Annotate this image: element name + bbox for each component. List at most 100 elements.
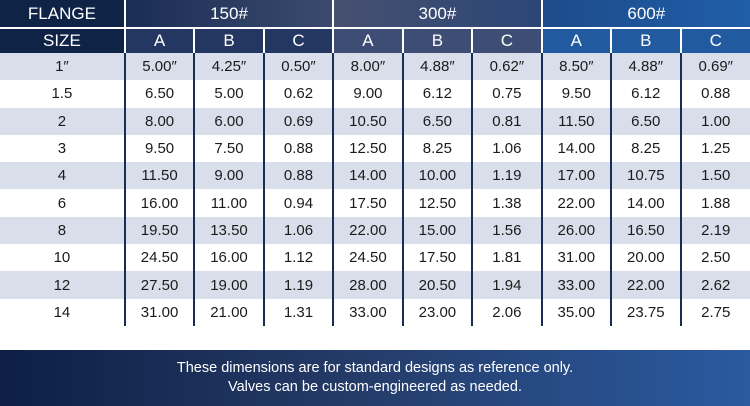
dim-b-cell: 21.00 bbox=[193, 298, 264, 326]
dim-a-cell: 8.50″ bbox=[540, 53, 612, 81]
table-row: 1.5 6.50 5.00 0.62 9.00 6.12 0.75 9.50 6.12 0.88 bbox=[0, 80, 750, 108]
dim-b-cell: 7.50 bbox=[193, 134, 264, 163]
dim-c-header: C bbox=[471, 27, 542, 53]
dim-b-cell: 6.12 bbox=[401, 80, 473, 108]
dim-c-cell: 0.88 bbox=[262, 162, 334, 190]
dim-a-cell: 24.50 bbox=[123, 244, 195, 272]
dim-a-cell: 9.50 bbox=[540, 80, 612, 108]
size-header: SIZE bbox=[0, 27, 125, 53]
dim-b-cell: 10.00 bbox=[401, 162, 473, 190]
dim-b-cell: 13.50 bbox=[193, 216, 264, 245]
table-row: 14 31.00 21.00 1.31 33.00 23.00 2.06 35.00 23.75… bbox=[0, 298, 750, 326]
dim-a-cell: 33.00 bbox=[332, 298, 403, 326]
dim-a-cell: 9.50 bbox=[123, 134, 195, 163]
dim-b-cell: 19.00 bbox=[193, 271, 264, 299]
dim-c-cell: 1.94 bbox=[471, 271, 542, 299]
dim-b-cell: 6.12 bbox=[610, 80, 681, 108]
table-row: 3 9.50 7.50 0.88 12.50 8.25 1.06 14.00 8.25 1.25 bbox=[0, 134, 750, 163]
dim-a-cell: 14.00 bbox=[332, 162, 403, 190]
dim-a-cell: 27.50 bbox=[123, 271, 195, 299]
size-cell: 1.5 bbox=[0, 80, 125, 108]
dim-c-cell: 2.75 bbox=[679, 298, 750, 326]
dim-a-cell: 11.50 bbox=[123, 162, 195, 190]
dim-a-cell: 11.50 bbox=[540, 107, 612, 135]
table-body: 1″ 5.00″ 4.25″ 0.50″ 8.00″ 4.88″ 0.62″ 8.50″ 4.8… bbox=[0, 53, 750, 326]
dim-a-cell: 35.00 bbox=[540, 298, 612, 326]
dim-b-cell: 8.25 bbox=[401, 134, 473, 163]
size-cell: 14 bbox=[0, 298, 125, 326]
dim-c-cell: 1.88 bbox=[679, 189, 750, 217]
size-cell: 8 bbox=[0, 216, 125, 245]
dim-c-cell: 1.31 bbox=[262, 298, 334, 326]
dim-b-cell: 6.00 bbox=[193, 107, 264, 135]
dim-c-cell: 0.81 bbox=[471, 107, 542, 135]
dim-c-cell: 2.19 bbox=[679, 216, 750, 245]
dim-c-cell: 2.62 bbox=[679, 271, 750, 299]
dim-a-cell: 22.00 bbox=[332, 216, 403, 245]
class-header-row: FLANGE 150# 300# 600# bbox=[0, 0, 750, 28]
dim-a-cell: 12.50 bbox=[332, 134, 403, 163]
dim-c-cell: 1.19 bbox=[262, 271, 334, 299]
class-600-header: 600# bbox=[540, 0, 750, 28]
dim-a-cell: 8.00″ bbox=[332, 53, 403, 81]
dim-c-cell: 0.75 bbox=[471, 80, 542, 108]
dim-a-cell: 6.50 bbox=[123, 80, 195, 108]
dim-b-header: B bbox=[610, 27, 681, 53]
class-300-header: 300# bbox=[332, 0, 542, 28]
dim-a-cell: 5.00″ bbox=[123, 53, 195, 81]
size-cell: 3 bbox=[0, 134, 125, 163]
dim-b-cell: 12.50 bbox=[401, 189, 473, 217]
dim-c-cell: 1.00 bbox=[679, 107, 750, 135]
dim-b-cell: 10.75 bbox=[610, 162, 681, 190]
dim-a-cell: 26.00 bbox=[540, 216, 612, 245]
dim-b-cell: 11.00 bbox=[193, 189, 264, 217]
footer-line-1: These dimensions are for standard design… bbox=[176, 360, 574, 376]
dim-c-cell: 1.25 bbox=[679, 134, 750, 163]
dim-b-cell: 20.50 bbox=[401, 271, 473, 299]
dim-a-header: A bbox=[332, 27, 403, 53]
dim-a-cell: 14.00 bbox=[540, 134, 612, 163]
dim-a-cell: 24.50 bbox=[332, 244, 403, 272]
dim-c-cell: 1.12 bbox=[262, 244, 334, 272]
dim-c-cell: 2.06 bbox=[471, 298, 542, 326]
class-150-header: 150# bbox=[123, 0, 334, 28]
size-cell: 12 bbox=[0, 271, 125, 299]
dim-a-cell: 28.00 bbox=[332, 271, 403, 299]
dim-b-cell: 16.50 bbox=[610, 216, 681, 245]
table-row: 2 8.00 6.00 0.69 10.50 6.50 0.81 11.50 6.50 1.00 bbox=[0, 107, 750, 135]
dim-c-cell: 1.06 bbox=[471, 134, 542, 163]
dim-c-cell: 0.88 bbox=[262, 134, 334, 163]
dim-a-cell: 19.50 bbox=[123, 216, 195, 245]
dim-c-cell: 1.56 bbox=[471, 216, 542, 245]
dim-a-header: A bbox=[123, 27, 195, 53]
dim-b-header: B bbox=[193, 27, 264, 53]
dim-a-cell: 9.00 bbox=[332, 80, 403, 108]
dim-a-cell: 31.00 bbox=[123, 298, 195, 326]
dim-b-header: B bbox=[401, 27, 473, 53]
dim-c-cell: 0.69″ bbox=[679, 53, 750, 81]
table-row: 10 24.50 16.00 1.12 24.50 17.50 1.81 31.00 20.00… bbox=[0, 244, 750, 272]
dim-b-cell: 4.88″ bbox=[610, 53, 681, 81]
dim-b-cell: 23.75 bbox=[610, 298, 681, 326]
dim-c-header: C bbox=[262, 27, 334, 53]
dim-a-cell: 10.50 bbox=[332, 107, 403, 135]
dim-a-cell: 17.50 bbox=[332, 189, 403, 217]
dim-b-cell: 5.00 bbox=[193, 80, 264, 108]
dim-b-cell: 9.00 bbox=[193, 162, 264, 190]
dim-b-cell: 16.00 bbox=[193, 244, 264, 272]
dim-a-header: A bbox=[540, 27, 612, 53]
dim-b-cell: 15.00 bbox=[401, 216, 473, 245]
dim-a-cell: 8.00 bbox=[123, 107, 195, 135]
dim-c-cell: 1.38 bbox=[471, 189, 542, 217]
size-cell: 4 bbox=[0, 162, 125, 190]
dim-a-cell: 17.00 bbox=[540, 162, 612, 190]
dimension-header-row: SIZE A B C A B C A B C bbox=[0, 27, 750, 53]
dim-b-cell: 4.88″ bbox=[401, 53, 473, 81]
dim-c-cell: 0.62 bbox=[262, 80, 334, 108]
dim-c-cell: 0.62″ bbox=[471, 53, 542, 81]
footer-line-2: Valves can be custom-engineered as neede… bbox=[228, 379, 522, 395]
dim-a-cell: 16.00 bbox=[123, 189, 195, 217]
flange-dimension-table: FLANGE 150# 300# 600# SIZE A B C A B C A… bbox=[0, 0, 750, 326]
footer-note: These dimensions are for standard design… bbox=[0, 350, 750, 406]
